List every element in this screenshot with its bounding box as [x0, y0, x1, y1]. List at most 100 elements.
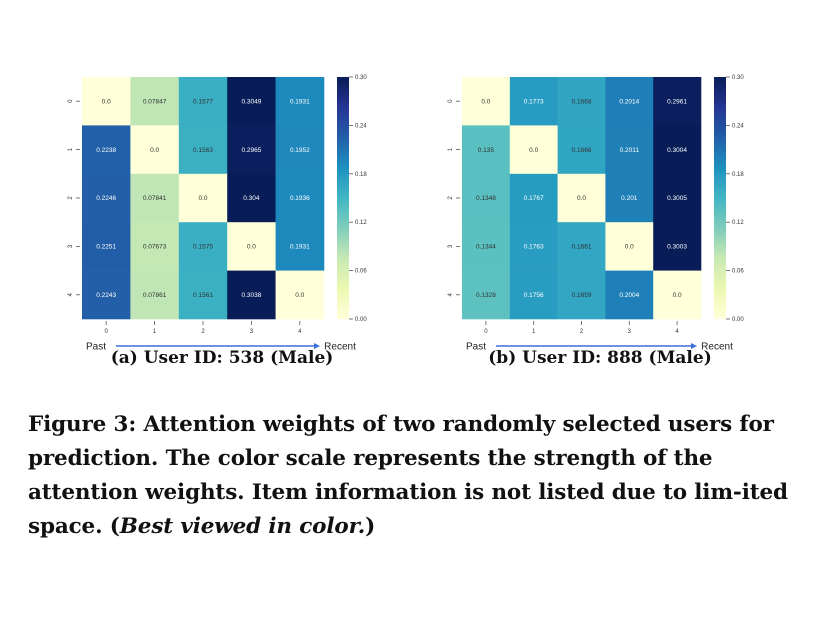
heatmap-cell — [605, 173, 654, 223]
y-tick-label: 2 — [448, 196, 454, 200]
cell-value-label: 0.0 — [102, 98, 111, 105]
figure-caption-text: Figure 3: Attention weights of two rando… — [28, 412, 788, 539]
heatmap-cell — [509, 125, 558, 175]
time-arrow-head — [691, 343, 697, 349]
heatmap-cell — [462, 77, 511, 126]
heatmap-cell — [227, 270, 276, 320]
colorbar-tick-label: 0.06 — [732, 269, 744, 275]
heatmap-cell — [557, 270, 606, 320]
y-tick-label: 1 — [448, 147, 454, 151]
heatmap-cell — [509, 173, 558, 223]
cell-value-label: 0.1659 — [572, 292, 592, 299]
heatmap-cell — [653, 77, 702, 126]
colorbar-tick-label: 0.12 — [355, 220, 367, 226]
y-tick-label: 3 — [448, 244, 454, 248]
cell-value-label: 0.1668 — [572, 98, 592, 105]
subfigure-caption: (b) User ID: 888 (Male) — [488, 348, 711, 368]
heatmap-cell — [178, 222, 228, 271]
heatmap-cell — [653, 125, 702, 175]
heatmap-cell — [130, 173, 180, 223]
heatmap-cell — [178, 125, 228, 175]
y-tick-label: 2 — [68, 196, 74, 200]
cell-value-label: 0.07673 — [143, 244, 167, 251]
colorbar-tick-label: 0.18 — [355, 172, 367, 178]
cell-value-label: 0.1563 — [193, 147, 213, 154]
heatmap-cell — [462, 270, 511, 320]
heatmap-cell — [227, 173, 276, 223]
heatmap-cell — [275, 270, 325, 320]
cell-value-label: 0.1577 — [193, 98, 213, 105]
heatmap-cell — [275, 222, 325, 271]
heatmap-cell — [130, 125, 180, 175]
cell-value-label: 0.3004 — [667, 147, 687, 154]
cell-value-label: 0.07861 — [143, 292, 167, 299]
colorbar-tick-label: 0.30 — [355, 75, 367, 81]
cell-value-label: 0.2246 — [96, 195, 116, 202]
x-tick-label: 1 — [532, 329, 536, 335]
x-tick-label: 3 — [628, 329, 632, 335]
cell-value-label: 0.2011 — [620, 147, 640, 154]
cell-value-label: 0.0 — [295, 292, 304, 299]
cell-value-label: 0.1348 — [476, 195, 496, 202]
figure-caption-emphasis: Best viewed in color. — [119, 514, 366, 539]
heatmap-cell — [227, 222, 276, 271]
heatmap-cell — [82, 173, 131, 223]
time-arrow-head — [314, 343, 320, 349]
heatmap-cell — [462, 173, 511, 223]
arrow-end-label: Recent — [701, 342, 733, 353]
heatmap-cell — [653, 270, 702, 320]
heatmap-cell — [605, 270, 654, 320]
heatmap-cell — [557, 77, 606, 126]
colorbar-tick-label: 0.00 — [732, 317, 744, 323]
x-tick-label: 3 — [250, 329, 254, 335]
cell-value-label: 0.1344 — [476, 244, 496, 251]
arrow-start-label: Past — [466, 342, 486, 353]
heatmap-cell — [130, 222, 180, 271]
cell-value-label: 0.1767 — [524, 195, 544, 202]
figure-caption-close: ) — [365, 514, 376, 539]
heatmap-cell — [462, 222, 511, 271]
cell-value-label: 0.1756 — [524, 292, 544, 299]
heatmap-cell — [557, 173, 606, 223]
cell-value-label: 0.1952 — [290, 147, 310, 154]
figure-caption: Figure 3: Attention weights of two rando… — [28, 408, 808, 544]
cell-value-label: 0.0 — [198, 195, 207, 202]
heatmap-cell — [557, 222, 606, 271]
cell-value-label: 0.07841 — [143, 195, 167, 202]
cell-value-label: 0.1666 — [572, 147, 592, 154]
cell-value-label: 0.1561 — [193, 292, 213, 299]
heatmap-cell — [178, 270, 228, 320]
heatmap-cell — [653, 173, 702, 223]
cell-value-label: 0.3038 — [241, 292, 261, 299]
heatmap-cell — [130, 77, 180, 126]
cell-value-label: 0.2014 — [619, 98, 639, 105]
cell-value-label: 0.1931 — [290, 98, 310, 105]
heatmap-cell — [82, 270, 131, 320]
cell-value-label: 0.135 — [478, 147, 495, 154]
heatmap-cell — [462, 125, 511, 175]
cell-value-label: 0.3005 — [667, 195, 687, 202]
cell-value-label: 0.2251 — [96, 244, 116, 251]
cell-value-label: 0.2243 — [96, 292, 116, 299]
colorbar — [337, 77, 349, 319]
cell-value-label: 0.1931 — [290, 244, 310, 251]
heatmap-cell — [557, 125, 606, 175]
cell-value-label: 0.0 — [529, 147, 538, 154]
cell-value-label: 0.2004 — [619, 292, 639, 299]
cell-value-label: 0.1773 — [524, 98, 544, 105]
heatmap-cell — [509, 77, 558, 126]
x-tick-label: 1 — [153, 329, 157, 335]
y-tick-label: 4 — [448, 292, 454, 296]
colorbar-tick-label: 0.18 — [732, 172, 744, 178]
cell-value-label: 0.2238 — [96, 147, 116, 154]
heatmap-cell — [227, 77, 276, 126]
heatmap-cell — [509, 222, 558, 271]
cell-value-label: 0.0 — [577, 195, 586, 202]
heatmap-cell — [605, 77, 654, 126]
x-tick-label: 2 — [201, 329, 205, 335]
cell-value-label: 0.2965 — [241, 147, 261, 154]
y-tick-label: 0 — [448, 99, 454, 103]
cell-value-label: 0.1575 — [193, 244, 213, 251]
colorbar — [714, 77, 726, 319]
